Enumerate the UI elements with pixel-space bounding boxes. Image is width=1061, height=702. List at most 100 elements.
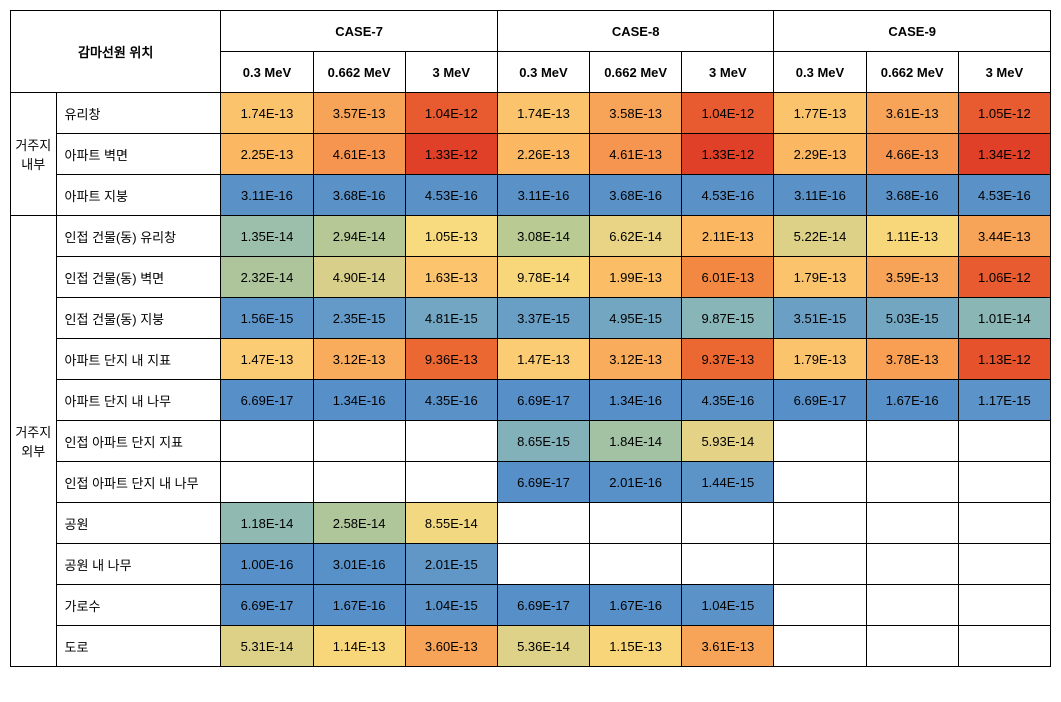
data-cell <box>866 626 958 667</box>
data-cell: 9.36E-13 <box>405 339 497 380</box>
data-cell <box>313 462 405 503</box>
row-label: 공원 내 나무 <box>56 544 221 585</box>
table-row: 공원 내 나무1.00E-163.01E-162.01E-15 <box>11 544 1051 585</box>
data-cell: 2.11E-13 <box>682 216 774 257</box>
data-cell: 1.44E-15 <box>682 462 774 503</box>
data-cell: 1.05E-12 <box>958 93 1050 134</box>
data-cell: 5.22E-14 <box>774 216 866 257</box>
data-cell: 1.34E-12 <box>958 134 1050 175</box>
energy-header: 3 MeV <box>405 52 497 93</box>
energy-header: 3 MeV <box>958 52 1050 93</box>
data-cell: 1.04E-15 <box>405 585 497 626</box>
data-cell: 1.74E-13 <box>497 93 589 134</box>
data-cell <box>866 585 958 626</box>
data-cell: 3.61E-13 <box>866 93 958 134</box>
data-cell: 1.35E-14 <box>221 216 313 257</box>
data-cell: 1.84E-14 <box>590 421 682 462</box>
data-cell: 6.69E-17 <box>497 585 589 626</box>
data-cell: 4.61E-13 <box>313 134 405 175</box>
data-cell: 1.67E-16 <box>313 585 405 626</box>
data-cell: 1.33E-12 <box>682 134 774 175</box>
data-cell <box>958 626 1050 667</box>
data-cell: 1.04E-12 <box>405 93 497 134</box>
data-cell: 4.53E-16 <box>682 175 774 216</box>
row-label: 인접 건물(동) 지붕 <box>56 298 221 339</box>
data-cell: 6.69E-17 <box>774 380 866 421</box>
data-cell <box>221 421 313 462</box>
energy-header: 0.662 MeV <box>866 52 958 93</box>
table-row: 도로5.31E-141.14E-133.60E-135.36E-141.15E-… <box>11 626 1051 667</box>
data-cell: 6.01E-13 <box>682 257 774 298</box>
data-cell: 8.65E-15 <box>497 421 589 462</box>
data-cell: 1.67E-16 <box>866 380 958 421</box>
data-cell: 6.69E-17 <box>221 380 313 421</box>
data-cell: 1.67E-16 <box>590 585 682 626</box>
energy-header: 3 MeV <box>682 52 774 93</box>
data-cell: 4.53E-16 <box>958 175 1050 216</box>
data-cell: 4.35E-16 <box>405 380 497 421</box>
data-cell: 4.53E-16 <box>405 175 497 216</box>
data-table: 감마선원 위치 CASE-7 CASE-8 CASE-9 0.3 MeV 0.6… <box>10 10 1051 667</box>
data-cell <box>497 503 589 544</box>
data-cell: 6.69E-17 <box>497 380 589 421</box>
data-cell: 3.12E-13 <box>590 339 682 380</box>
data-cell <box>774 585 866 626</box>
data-cell: 3.11E-16 <box>774 175 866 216</box>
data-cell: 1.34E-16 <box>313 380 405 421</box>
table-row: 거주지 내부유리창1.74E-133.57E-131.04E-121.74E-1… <box>11 93 1051 134</box>
data-cell: 1.05E-13 <box>405 216 497 257</box>
data-cell: 6.62E-14 <box>590 216 682 257</box>
row-label: 아파트 벽면 <box>56 134 221 175</box>
data-cell <box>590 503 682 544</box>
case-header-0: CASE-7 <box>221 11 498 52</box>
row-label: 도로 <box>56 626 221 667</box>
data-cell: 1.00E-16 <box>221 544 313 585</box>
case-header-2: CASE-9 <box>774 11 1051 52</box>
data-cell: 1.13E-12 <box>958 339 1050 380</box>
data-cell <box>958 503 1050 544</box>
data-cell: 1.63E-13 <box>405 257 497 298</box>
data-cell: 1.33E-12 <box>405 134 497 175</box>
data-cell <box>958 462 1050 503</box>
data-cell: 3.37E-15 <box>497 298 589 339</box>
data-cell: 1.74E-13 <box>221 93 313 134</box>
data-cell: 4.66E-13 <box>866 134 958 175</box>
group-header-outer: 거주지 외부 <box>11 216 57 667</box>
data-cell: 5.03E-15 <box>866 298 958 339</box>
row-label: 인접 아파트 단지 지표 <box>56 421 221 462</box>
data-cell: 1.15E-13 <box>590 626 682 667</box>
data-cell: 2.94E-14 <box>313 216 405 257</box>
data-cell: 1.06E-12 <box>958 257 1050 298</box>
row-label: 아파트 지붕 <box>56 175 221 216</box>
data-cell: 1.47E-13 <box>221 339 313 380</box>
data-cell <box>866 421 958 462</box>
data-cell <box>774 626 866 667</box>
data-cell: 1.04E-12 <box>682 93 774 134</box>
data-cell: 2.29E-13 <box>774 134 866 175</box>
data-cell: 1.17E-15 <box>958 380 1050 421</box>
row-label: 아파트 단지 내 지표 <box>56 339 221 380</box>
table-row: 아파트 단지 내 지표1.47E-133.12E-139.36E-131.47E… <box>11 339 1051 380</box>
table-row: 인접 건물(동) 벽면2.32E-144.90E-141.63E-139.78E… <box>11 257 1051 298</box>
data-cell: 1.14E-13 <box>313 626 405 667</box>
data-cell: 3.57E-13 <box>313 93 405 134</box>
data-cell <box>405 421 497 462</box>
data-cell: 3.78E-13 <box>866 339 958 380</box>
data-cell: 1.99E-13 <box>590 257 682 298</box>
data-cell: 3.11E-16 <box>497 175 589 216</box>
data-cell <box>405 462 497 503</box>
data-cell <box>497 544 589 585</box>
data-cell <box>774 503 866 544</box>
data-cell: 6.69E-17 <box>221 585 313 626</box>
table-row: 가로수6.69E-171.67E-161.04E-156.69E-171.67E… <box>11 585 1051 626</box>
data-cell: 2.35E-15 <box>313 298 405 339</box>
data-cell <box>774 421 866 462</box>
data-cell: 4.35E-16 <box>682 380 774 421</box>
table-header: 감마선원 위치 CASE-7 CASE-8 CASE-9 0.3 MeV 0.6… <box>11 11 1051 93</box>
data-cell: 3.12E-13 <box>313 339 405 380</box>
energy-header: 0.3 MeV <box>497 52 589 93</box>
data-cell: 1.77E-13 <box>774 93 866 134</box>
table-row: 인접 아파트 단지 지표8.65E-151.84E-145.93E-14 <box>11 421 1051 462</box>
energy-header: 0.3 MeV <box>774 52 866 93</box>
data-cell: 3.51E-15 <box>774 298 866 339</box>
